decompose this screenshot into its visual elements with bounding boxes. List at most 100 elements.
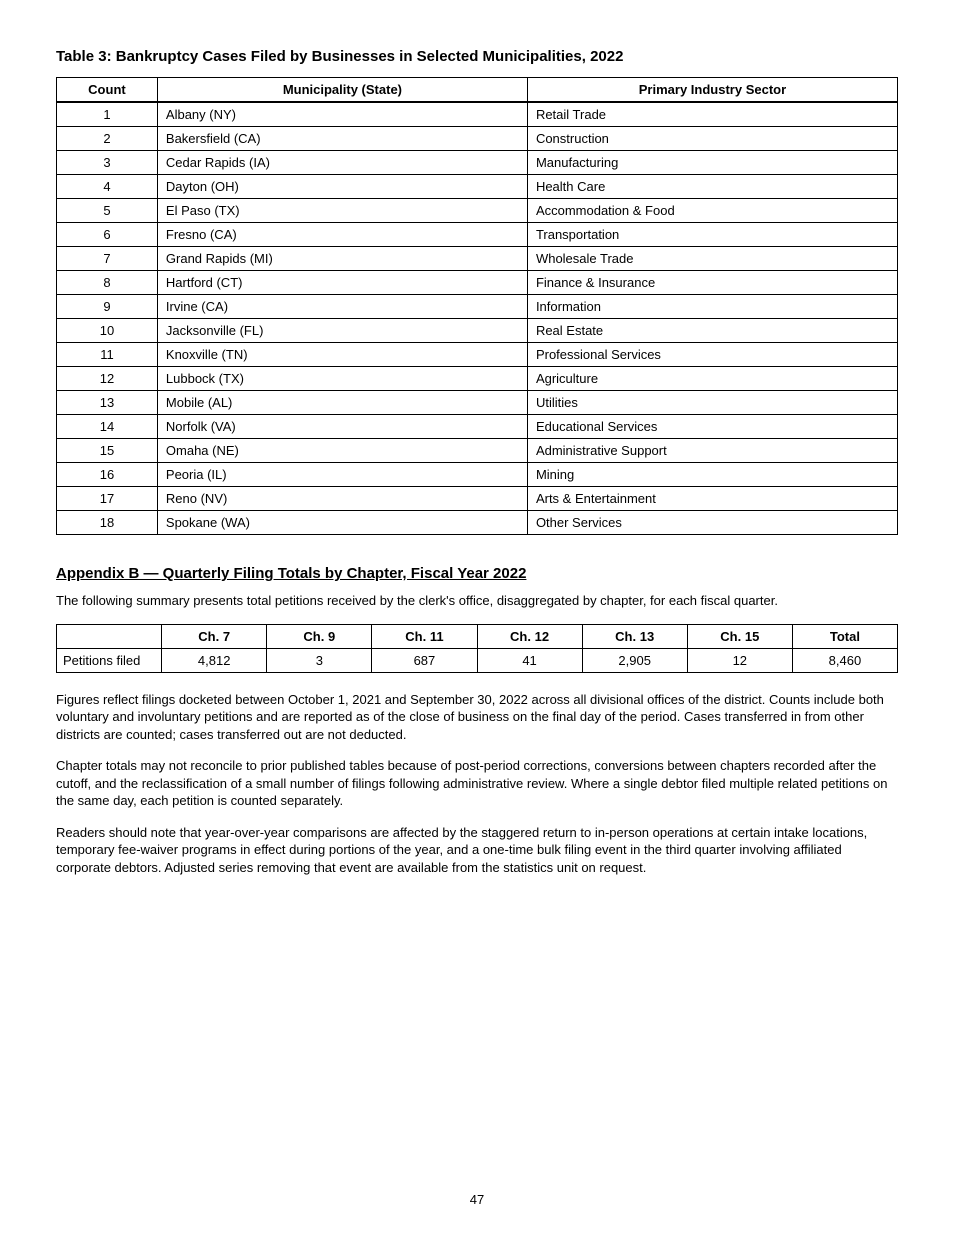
table-cell: 3 [57,151,158,175]
table-row: 3Cedar Rapids (IA)Manufacturing [57,151,898,175]
table-cell: Educational Services [527,415,897,439]
table-cell: Knoxville (TN) [157,343,527,367]
table-cell: 11 [57,343,158,367]
table-cell: 12 [687,648,792,672]
table-cell: Spokane (WA) [157,511,527,535]
table-cell: 8 [57,271,158,295]
table-cell: Reno (NV) [157,487,527,511]
table-cell: Utilities [527,391,897,415]
table-row: 2Bakersfield (CA)Construction [57,127,898,151]
note-paragraph: Readers should note that year-over-year … [56,824,898,877]
table1-header-industry: Primary Industry Sector [527,78,897,102]
table2-header-cell: Ch. 9 [267,624,372,648]
note-paragraph: Chapter totals may not reconcile to prio… [56,757,898,810]
table-cell: 9 [57,295,158,319]
table-cell: 5 [57,199,158,223]
municipalities-table: Count Municipality (State) Primary Indus… [56,77,898,535]
table-cell: 8,460 [792,648,897,672]
notes-section: Figures reflect filings docketed between… [56,691,898,877]
table-cell: 13 [57,391,158,415]
table-row: 7Grand Rapids (MI)Wholesale Trade [57,247,898,271]
table-cell: 17 [57,487,158,511]
table-cell: 2,905 [582,648,687,672]
table-cell: 7 [57,247,158,271]
table-cell: 2 [57,127,158,151]
table-cell: Professional Services [527,343,897,367]
table-cell: Accommodation & Food [527,199,897,223]
table-cell: Other Services [527,511,897,535]
table-cell: Mining [527,463,897,487]
table-cell: Bakersfield (CA) [157,127,527,151]
table-row: 4Dayton (OH)Health Care [57,175,898,199]
table-row: 18Spokane (WA)Other Services [57,511,898,535]
table-cell: 12 [57,367,158,391]
table2-header-cell: Total [792,624,897,648]
table-row: 16Peoria (IL)Mining [57,463,898,487]
table-cell: 6 [57,223,158,247]
table-row: 8Hartford (CT)Finance & Insurance [57,271,898,295]
table2-header-cell: Ch. 12 [477,624,582,648]
table-cell: 16 [57,463,158,487]
table-cell: Fresno (CA) [157,223,527,247]
table1-header-municipality: Municipality (State) [157,78,527,102]
table-cell: 4,812 [162,648,267,672]
table-row: 1Albany (NY)Retail Trade [57,103,898,127]
table-cell: 3 [267,648,372,672]
table-row: 12Lubbock (TX)Agriculture [57,367,898,391]
table-cell: Real Estate [527,319,897,343]
table-row: 9Irvine (CA)Information [57,295,898,319]
table-cell: Finance & Insurance [527,271,897,295]
table-cell: 1 [57,103,158,127]
table-cell: 4 [57,175,158,199]
page: Table 3: Bankruptcy Cases Filed by Busin… [0,0,954,1235]
table-cell: Petitions filed [57,648,162,672]
table2-header-cell: Ch. 13 [582,624,687,648]
note-paragraph: Figures reflect filings docketed between… [56,691,898,744]
table-cell: Albany (NY) [157,103,527,127]
table-row: 14Norfolk (VA)Educational Services [57,415,898,439]
quarterly-totals-table: Ch. 7Ch. 9Ch. 11Ch. 12Ch. 13Ch. 15Total … [56,624,898,673]
table2-header-cell: Ch. 15 [687,624,792,648]
table-cell: 18 [57,511,158,535]
table-cell: Omaha (NE) [157,439,527,463]
table-cell: Hartford (CT) [157,271,527,295]
table-cell: Mobile (AL) [157,391,527,415]
table-row: Petitions filed4,8123687412,905128,460 [57,648,898,672]
table-cell: 14 [57,415,158,439]
table-cell: Grand Rapids (MI) [157,247,527,271]
table-cell: Arts & Entertainment [527,487,897,511]
table-cell: Wholesale Trade [527,247,897,271]
table-cell: El Paso (TX) [157,199,527,223]
intro-paragraph: The following summary presents total pet… [56,592,898,610]
table-cell: Health Care [527,175,897,199]
table-row: 5El Paso (TX)Accommodation & Food [57,199,898,223]
table-cell: Construction [527,127,897,151]
table-cell: Retail Trade [527,103,897,127]
table-cell: Norfolk (VA) [157,415,527,439]
table-cell: Cedar Rapids (IA) [157,151,527,175]
table-cell: Agriculture [527,367,897,391]
table-row: 13Mobile (AL)Utilities [57,391,898,415]
page-number: 47 [0,1192,954,1207]
table2-header-cell: Ch. 7 [162,624,267,648]
appendix-heading: Appendix B — Quarterly Filing Totals by … [56,565,898,582]
table-row: 17Reno (NV)Arts & Entertainment [57,487,898,511]
page-title: Table 3: Bankruptcy Cases Filed by Busin… [56,48,898,65]
table-row: 10Jacksonville (FL)Real Estate [57,319,898,343]
table-cell: Lubbock (TX) [157,367,527,391]
table-cell: Irvine (CA) [157,295,527,319]
table1-header-count: Count [57,78,158,102]
table-cell: 10 [57,319,158,343]
table-cell: Peoria (IL) [157,463,527,487]
table-row: 11Knoxville (TN)Professional Services [57,343,898,367]
table-cell: Information [527,295,897,319]
table2-header-cell: Ch. 11 [372,624,477,648]
table-cell: Jacksonville (FL) [157,319,527,343]
table-cell: Dayton (OH) [157,175,527,199]
table2-header-row: Ch. 7Ch. 9Ch. 11Ch. 12Ch. 13Ch. 15Total [57,624,898,648]
table-cell: 687 [372,648,477,672]
table-row: 6Fresno (CA)Transportation [57,223,898,247]
table-cell: 41 [477,648,582,672]
table-cell: Administrative Support [527,439,897,463]
table2-header-cell [57,624,162,648]
